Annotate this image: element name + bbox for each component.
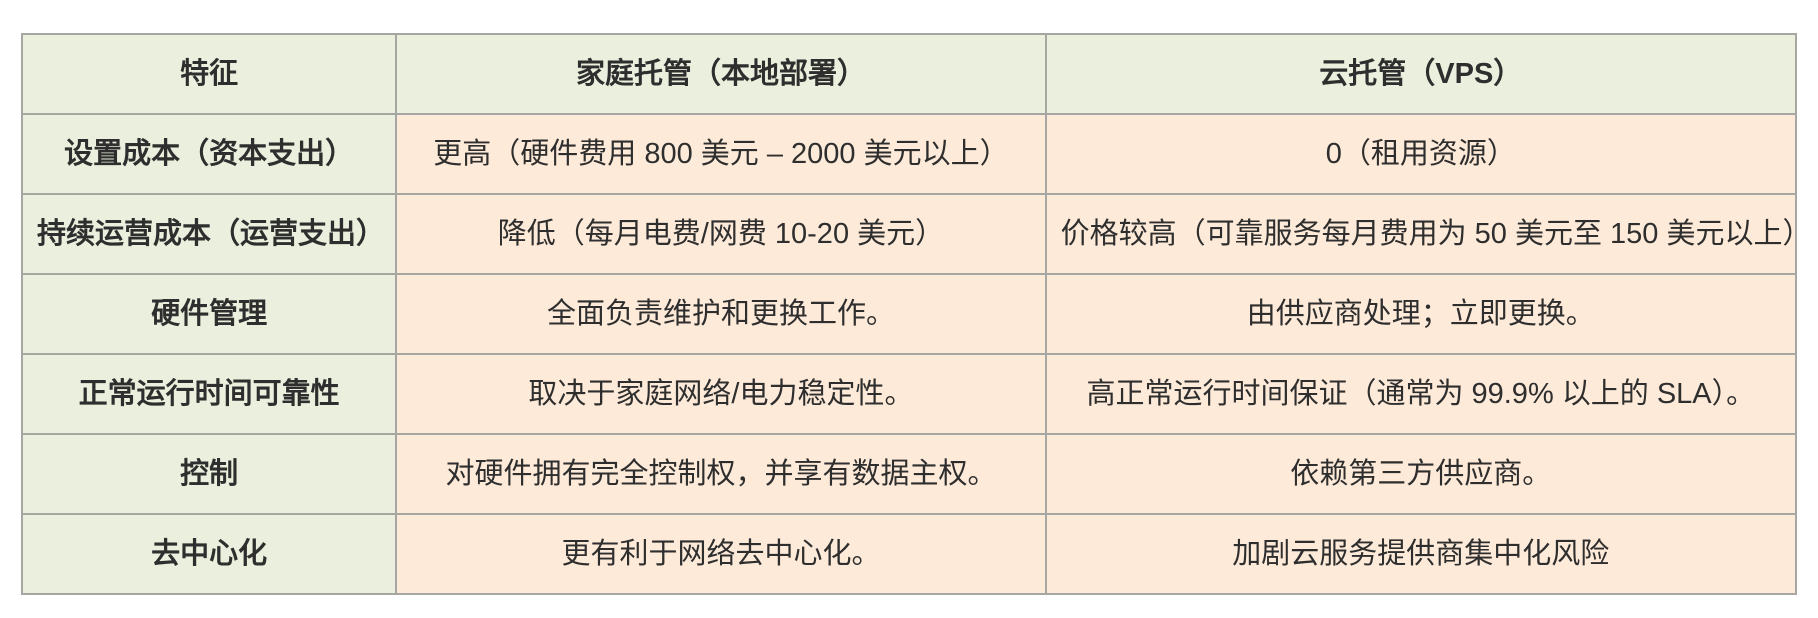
home-hosting-cell: 取决于家庭网络/电力稳定性。 <box>395 353 1047 435</box>
home-hosting-cell: 更高（硬件费用 800 美元 – 2000 美元以上） <box>395 113 1047 195</box>
cloud-hosting-cell: 由供应商处理；立即更换。 <box>1044 273 1798 355</box>
header-feature: 特征 <box>20 33 398 115</box>
table-row: 持续运营成本（运营支出） 降低（每月电费/网费 10-20 美元） 价格较高（可… <box>20 193 1798 275</box>
feature-label-cell: 控制 <box>20 433 398 515</box>
feature-label-cell: 硬件管理 <box>20 273 398 355</box>
cloud-hosting-cell: 依赖第三方供应商。 <box>1044 433 1798 515</box>
feature-label-cell: 持续运营成本（运营支出） <box>20 193 398 275</box>
home-hosting-cell: 更有利于网络去中心化。 <box>395 513 1047 595</box>
feature-label-cell: 去中心化 <box>20 513 398 595</box>
table-row: 控制 对硬件拥有完全控制权，并享有数据主权。 依赖第三方供应商。 <box>20 433 1798 515</box>
header-row: 特征 家庭托管（本地部署） 云托管（VPS） <box>20 33 1798 115</box>
home-hosting-cell: 对硬件拥有完全控制权，并享有数据主权。 <box>395 433 1047 515</box>
feature-label-cell: 正常运行时间可靠性 <box>20 353 398 435</box>
cloud-hosting-cell: 高正常运行时间保证（通常为 99.9% 以上的 SLA）。 <box>1044 353 1798 435</box>
cloud-hosting-cell: 价格较高（可靠服务每月费用为 50 美元至 150 美元以上） <box>1044 193 1798 275</box>
table-row: 去中心化 更有利于网络去中心化。 加剧云服务提供商集中化风险 <box>20 513 1798 595</box>
table-row: 正常运行时间可靠性 取决于家庭网络/电力稳定性。 高正常运行时间保证（通常为 9… <box>20 353 1798 435</box>
header-cloud-hosting: 云托管（VPS） <box>1044 33 1798 115</box>
cloud-hosting-cell: 加剧云服务提供商集中化风险 <box>1044 513 1798 595</box>
feature-label-cell: 设置成本（资本支出） <box>20 113 398 195</box>
home-hosting-cell: 降低（每月电费/网费 10-20 美元） <box>395 193 1047 275</box>
table-row: 设置成本（资本支出） 更高（硬件费用 800 美元 – 2000 美元以上） 0… <box>20 113 1798 195</box>
cloud-hosting-cell: 0（租用资源） <box>1044 113 1798 195</box>
table-row: 硬件管理 全面负责维护和更换工作。 由供应商处理；立即更换。 <box>20 273 1798 355</box>
home-hosting-cell: 全面负责维护和更换工作。 <box>395 273 1047 355</box>
hosting-comparison-table: 特征 家庭托管（本地部署） 云托管（VPS） 设置成本（资本支出） 更高（硬件费… <box>20 33 1798 595</box>
header-home-hosting: 家庭托管（本地部署） <box>395 33 1047 115</box>
